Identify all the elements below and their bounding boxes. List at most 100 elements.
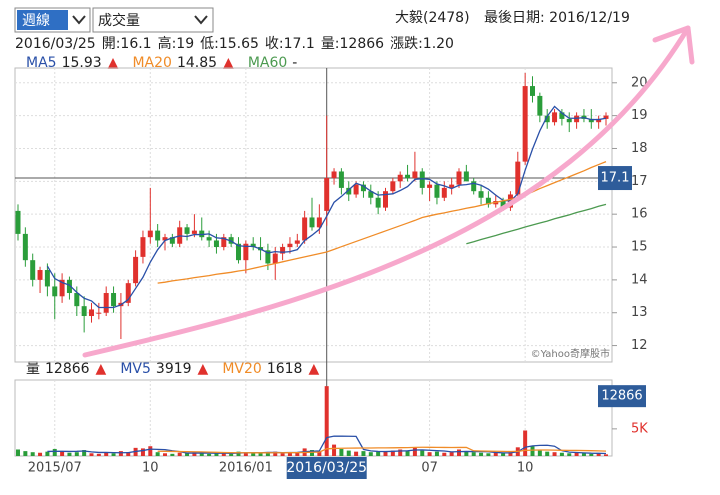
candle-body: [449, 184, 455, 188]
indicator-select[interactable]: [92, 7, 214, 33]
trend-arrow: [82, 25, 691, 358]
candle-body: [206, 237, 212, 241]
volume-bar: [317, 451, 322, 456]
candle-body: [302, 217, 308, 241]
volume-bar: [170, 453, 175, 456]
candle-body: [346, 187, 352, 195]
candle-body: [316, 217, 322, 228]
volume-bar: [339, 448, 344, 456]
volume-bar: [280, 453, 285, 456]
candle-body: [596, 118, 602, 123]
x-tick-label: 07: [421, 461, 438, 476]
select-chevron: [72, 15, 86, 25]
candle-body: [30, 260, 36, 280]
candle-body: [155, 230, 161, 241]
volume-bar: [449, 452, 454, 456]
candle-body: [265, 250, 271, 264]
volume-bar: [38, 452, 43, 456]
candle-body: [544, 115, 550, 123]
candle-body: [294, 240, 300, 244]
price-frame: [14, 67, 613, 363]
candle-body: [37, 270, 43, 280]
volume-bar: [229, 453, 234, 456]
volume-bar: [537, 450, 542, 456]
volume-bar: [434, 451, 439, 456]
legend-arrow: ▲: [198, 361, 209, 377]
candle-body: [500, 201, 506, 208]
info-item: 量:12866: [321, 36, 384, 52]
volume-bar: [207, 453, 212, 456]
y-tick-label: 17: [631, 174, 648, 189]
candle-body: [74, 293, 80, 307]
volume-bar: [427, 452, 432, 456]
candle-body: [140, 237, 146, 257]
legend-name: MA60: [248, 55, 287, 71]
candle-body: [515, 161, 521, 195]
candle-body: [441, 187, 447, 198]
volume-bar: [589, 453, 594, 456]
legend-value: 12866: [45, 361, 90, 377]
volume-bar: [574, 452, 579, 456]
volume-bar: [163, 453, 167, 456]
volume-bar: [104, 452, 109, 456]
volume-bar: [464, 451, 469, 456]
candle-body: [427, 184, 433, 188]
volume-frame: [14, 379, 613, 457]
candle-body: [434, 184, 440, 198]
volume-bar: [265, 452, 270, 456]
y-tick-label: 18: [631, 141, 648, 156]
legend-value: 15.93: [62, 55, 102, 71]
candle-body: [103, 293, 109, 313]
volume-bar: [604, 454, 608, 456]
candle-body: [280, 247, 286, 254]
candle-body: [309, 217, 315, 228]
last-date: 最後日期: 2016/12/19: [484, 10, 630, 26]
legend-name: MA5: [26, 55, 57, 71]
volume-bar: [89, 453, 94, 456]
candle-body: [353, 184, 359, 195]
candle-body: [338, 171, 344, 188]
volume-bar: [501, 453, 506, 456]
candle-body: [324, 178, 330, 211]
y-tick-label: 15: [631, 240, 648, 255]
info-item: 收:17.1: [265, 36, 315, 52]
candle-body: [368, 191, 374, 198]
candle-body: [59, 279, 65, 297]
candle-body: [89, 309, 94, 317]
candle-body: [243, 243, 249, 261]
candle-body: [133, 256, 139, 284]
x-tick-label: 2016/01: [219, 461, 273, 476]
volume-bar: [199, 453, 204, 456]
volume-bar: [398, 449, 403, 456]
volume-bar: [420, 450, 425, 456]
legend-name: MA20: [132, 55, 171, 71]
volume-bar: [530, 446, 535, 456]
candle-body: [236, 243, 241, 261]
candle-body: [463, 171, 469, 182]
volume-bar: [295, 452, 300, 456]
info-row: 2016/03/25 開:16.1 高:19 低:15.65 收:17.1 量:12866…: [15, 35, 454, 52]
x-tick-label: 2015/07: [28, 461, 82, 476]
info-item: 低:15.65: [200, 36, 259, 52]
volume-bar: [30, 452, 35, 456]
volume-bar: [552, 452, 557, 456]
volume-bar: [82, 450, 87, 456]
volume-bar: [310, 450, 314, 456]
legend-value: 3919: [156, 361, 192, 377]
volume-bar: [596, 453, 601, 456]
volume-bar: [221, 452, 226, 456]
volume-bar: [545, 451, 550, 456]
volume-bar: [96, 453, 101, 456]
info-item: 開:16.1: [102, 36, 152, 52]
volume-bar: [140, 448, 145, 456]
legend-value: -: [292, 55, 297, 71]
candle-body: [603, 115, 609, 119]
watermark: ©Yahoo奇摩股市: [531, 347, 610, 360]
volume-bar: [383, 451, 388, 456]
volume-bar: [412, 447, 417, 456]
candle-body: [184, 227, 190, 234]
volume-bar: [457, 449, 461, 456]
volume-bar: [192, 452, 197, 456]
volume-bar: [405, 451, 410, 456]
candle-body: [199, 230, 205, 238]
